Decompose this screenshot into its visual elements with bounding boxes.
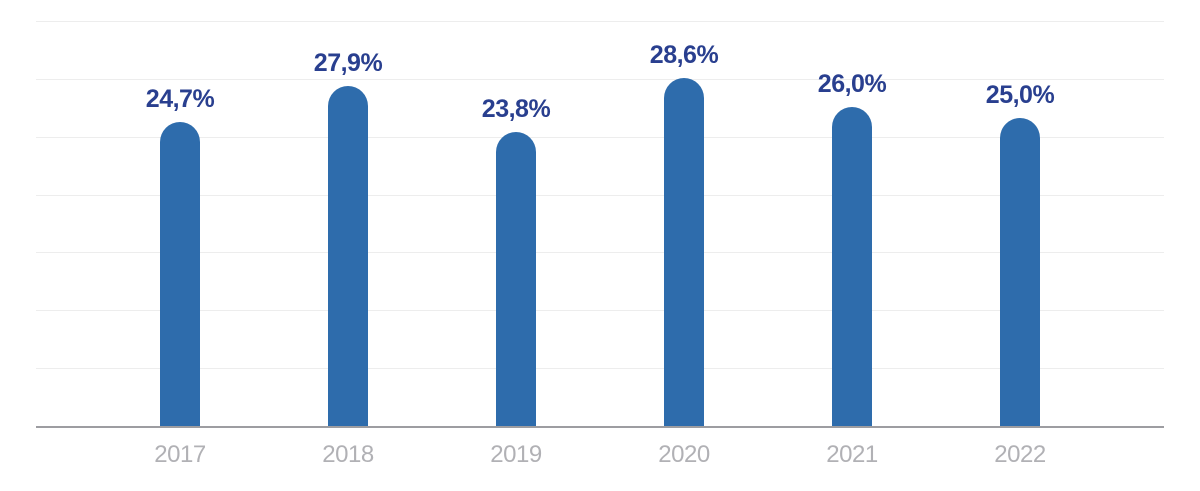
x-axis-tick-label: 2020 [658,441,710,468]
gridline [36,194,1164,196]
bar-value-label: 25,0% [985,81,1055,109]
gridline [36,310,1164,312]
plot-area: 24,7% 27,9% 23,8% 28,6% 26,0% 25,0% [36,21,1164,428]
bar [664,78,704,426]
x-axis-tick-label: 2022 [994,441,1046,468]
x-axis-tick-label: 2018 [322,441,374,468]
gridline [36,252,1164,254]
x-axis-tick-label: 2021 [826,441,878,468]
gridline [36,21,1164,22]
bar-value-label: 28,6% [649,41,719,69]
bar-value-label: 24,7% [145,85,215,113]
gridline [36,78,1164,80]
x-axis-tick-label: 2017 [154,441,206,468]
gridline [36,368,1164,370]
bar [1000,118,1040,426]
gridline [36,136,1164,138]
bar-value-label: 23,8% [481,95,551,123]
bar [160,122,200,426]
bar-value-label: 27,9% [313,49,383,77]
bar [496,132,536,426]
bar [832,107,872,426]
x-axis-labels: 2017 2018 2019 2020 2021 2022 [36,443,1164,473]
bar [328,86,368,426]
x-axis-tick-label: 2019 [490,441,542,468]
bar-value-label: 26,0% [817,70,887,98]
